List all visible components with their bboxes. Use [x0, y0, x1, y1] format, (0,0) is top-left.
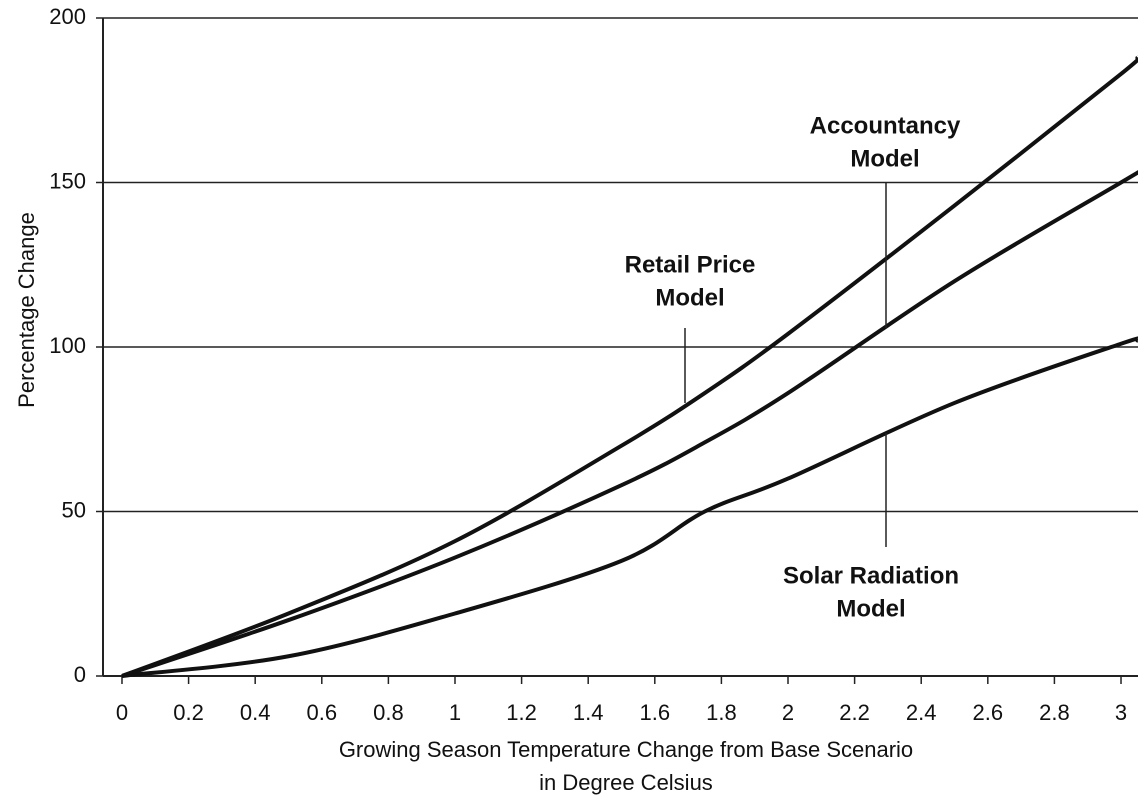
x-tick-label: 2.4 [906, 700, 937, 725]
y-tick-label: 200 [49, 4, 86, 29]
x-tick-label: 0 [116, 700, 128, 725]
y-tick-label: 0 [74, 662, 86, 687]
x-tick-label: 1 [449, 700, 461, 725]
y-tick-label: 100 [49, 333, 86, 358]
x-tick-label: 2.2 [839, 700, 870, 725]
x-tick-label: 0.8 [373, 700, 404, 725]
y-tick-label: 150 [49, 168, 86, 193]
x-tick-label: 0.6 [306, 700, 337, 725]
annotation: Model [850, 145, 919, 172]
x-tick-label: 1.4 [573, 700, 604, 725]
annotation: Retail Price [625, 251, 756, 278]
annotation: Model [836, 595, 905, 622]
annotation: Solar Radiation [783, 562, 959, 589]
x-tick-label: 1.6 [640, 700, 671, 725]
series-line [121, 170, 1138, 678]
annotation: Accountancy [810, 112, 961, 139]
annotation: Model [655, 284, 724, 311]
y-tick-label: 50 [62, 497, 86, 522]
x-tick-label: 1.8 [706, 700, 737, 725]
x-axis-label: in Degree Celsius [539, 770, 713, 795]
x-tick-label: 2.6 [973, 700, 1004, 725]
series-line [121, 336, 1138, 678]
x-tick-label: 2 [782, 700, 794, 725]
x-tick-label: 0.2 [173, 700, 204, 725]
series-line [121, 55, 1138, 678]
x-tick-label: 3 [1115, 700, 1127, 725]
x-tick-label: 2.8 [1039, 700, 1070, 725]
x-tick-label: 0.4 [240, 700, 271, 725]
x-axis-label: Growing Season Temperature Change from B… [339, 737, 913, 762]
y-axis-label: Percentage Change [14, 212, 39, 408]
x-tick-label: 1.2 [506, 700, 537, 725]
